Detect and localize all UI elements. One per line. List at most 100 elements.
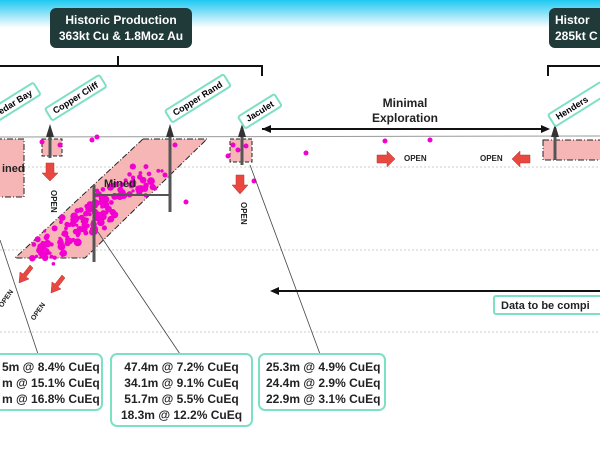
sample-point	[36, 246, 44, 255]
intercept-line: 24.4m @ 2.9% CuEq	[266, 376, 381, 390]
sample-point	[64, 222, 69, 227]
historic-production-box: Historic Production 363kt Cu & 1.8Moz Au	[50, 8, 192, 48]
sample-point	[70, 217, 75, 222]
sample-point	[235, 147, 241, 153]
sample-point	[73, 215, 80, 222]
sample-point	[143, 182, 149, 189]
minimal-exploration-label: Minimal Exploration	[372, 96, 438, 126]
sample-point	[100, 187, 106, 192]
sample-point	[51, 262, 56, 266]
sample-point	[52, 255, 57, 260]
mined-label: ined	[2, 163, 25, 175]
sample-point	[147, 177, 155, 185]
sample-point	[75, 223, 79, 227]
intercept-line: 51.7m @ 5.5% CuEq	[124, 392, 239, 406]
sample-point	[101, 195, 110, 204]
mined-zone-copper-cliff	[41, 138, 63, 157]
sample-point	[64, 226, 68, 231]
sample-point	[104, 211, 109, 215]
sample-point	[65, 237, 69, 242]
mined-zone-cedar-bay	[0, 138, 25, 198]
sample-point	[49, 254, 54, 259]
sample-point	[43, 229, 47, 233]
intercept-callout-jaculet: 25.3m @ 4.9% CuEq 24.4m @ 2.9% CuEq 22.9…	[258, 353, 386, 411]
sample-point	[34, 236, 41, 243]
box-title: Historic Production	[65, 13, 177, 27]
sample-point	[127, 172, 132, 177]
sample-point	[160, 169, 164, 173]
sample-point	[162, 172, 168, 178]
sample-point	[117, 186, 124, 193]
intercept-callout-cedar-bay: 5m @ 8.4% CuEq m @ 15.1% CuEq m @ 16.8% …	[0, 353, 103, 411]
sample-point	[153, 186, 158, 191]
sample-point	[172, 142, 178, 148]
sample-point	[34, 254, 39, 259]
sample-point	[43, 239, 52, 248]
sample-point	[303, 150, 309, 156]
sample-point	[143, 164, 149, 170]
sample-point	[382, 138, 388, 144]
sample-point	[40, 252, 44, 257]
open-label: OPEN	[404, 154, 427, 163]
box-title: Histor	[555, 13, 590, 27]
sample-point	[99, 214, 104, 220]
sample-point	[87, 212, 92, 217]
headframe-icons	[46, 124, 559, 137]
sample-point	[94, 134, 100, 140]
sample-point	[29, 254, 36, 262]
sample-point	[58, 236, 62, 241]
sample-point	[57, 142, 63, 148]
intercept-line: 47.4m @ 7.2% CuEq	[124, 360, 239, 374]
sample-point	[63, 230, 68, 235]
sample-point	[85, 217, 89, 221]
sample-point	[31, 242, 37, 247]
sample-point	[89, 137, 95, 143]
intercept-line: 22.9m @ 3.1% CuEq	[266, 392, 381, 406]
bracket-right	[547, 65, 600, 76]
sample-point	[427, 137, 433, 143]
sample-point	[58, 220, 63, 224]
sample-point	[97, 218, 105, 227]
label-line: Exploration	[372, 111, 439, 125]
mined-zone-copper-rand	[13, 138, 209, 259]
sample-point	[183, 199, 189, 205]
historic-production-box-right: Histor 285kt C	[549, 8, 600, 48]
data-to-be-compiled-box: Data to be compi	[493, 295, 600, 315]
arrow-head-icon	[270, 287, 279, 295]
mined-label: Mined	[104, 178, 136, 190]
box-value: 285kt C	[555, 29, 598, 43]
sample-point	[131, 189, 135, 193]
sample-point	[57, 242, 66, 251]
sample-point	[41, 254, 49, 262]
sample-point	[105, 206, 111, 211]
sample-point	[59, 249, 67, 257]
intercept-line: 25.3m @ 4.9% CuEq	[266, 360, 381, 374]
open-label: OPEN	[480, 154, 503, 163]
intercept-line: m @ 16.8% CuEq	[2, 392, 100, 406]
leader-lines	[0, 164, 321, 355]
surface-line	[0, 135, 600, 138]
sample-point	[119, 182, 125, 188]
open-label: OPEN	[49, 190, 58, 213]
sample-point	[139, 176, 147, 184]
sample-point	[80, 225, 88, 233]
sample-point	[101, 225, 107, 231]
sample-point	[75, 230, 81, 236]
sample-point	[132, 183, 137, 188]
intercept-line: m @ 15.1% CuEq	[2, 376, 100, 390]
sample-point	[107, 215, 115, 223]
sample-point	[48, 251, 52, 255]
open-label: OPEN	[239, 202, 248, 225]
box-value: 363kt Cu & 1.8Moz Au	[58, 29, 184, 43]
sample-point	[156, 168, 161, 173]
sample-point	[146, 171, 152, 177]
sample-point	[74, 208, 80, 214]
sample-point	[130, 175, 136, 180]
intercept-line: 34.1m @ 9.1% CuEq	[124, 376, 239, 390]
sample-point	[79, 214, 85, 220]
mined-zone-henderson	[542, 139, 600, 161]
sample-point	[123, 178, 128, 183]
sample-point	[243, 143, 249, 149]
sample-point	[39, 139, 45, 145]
